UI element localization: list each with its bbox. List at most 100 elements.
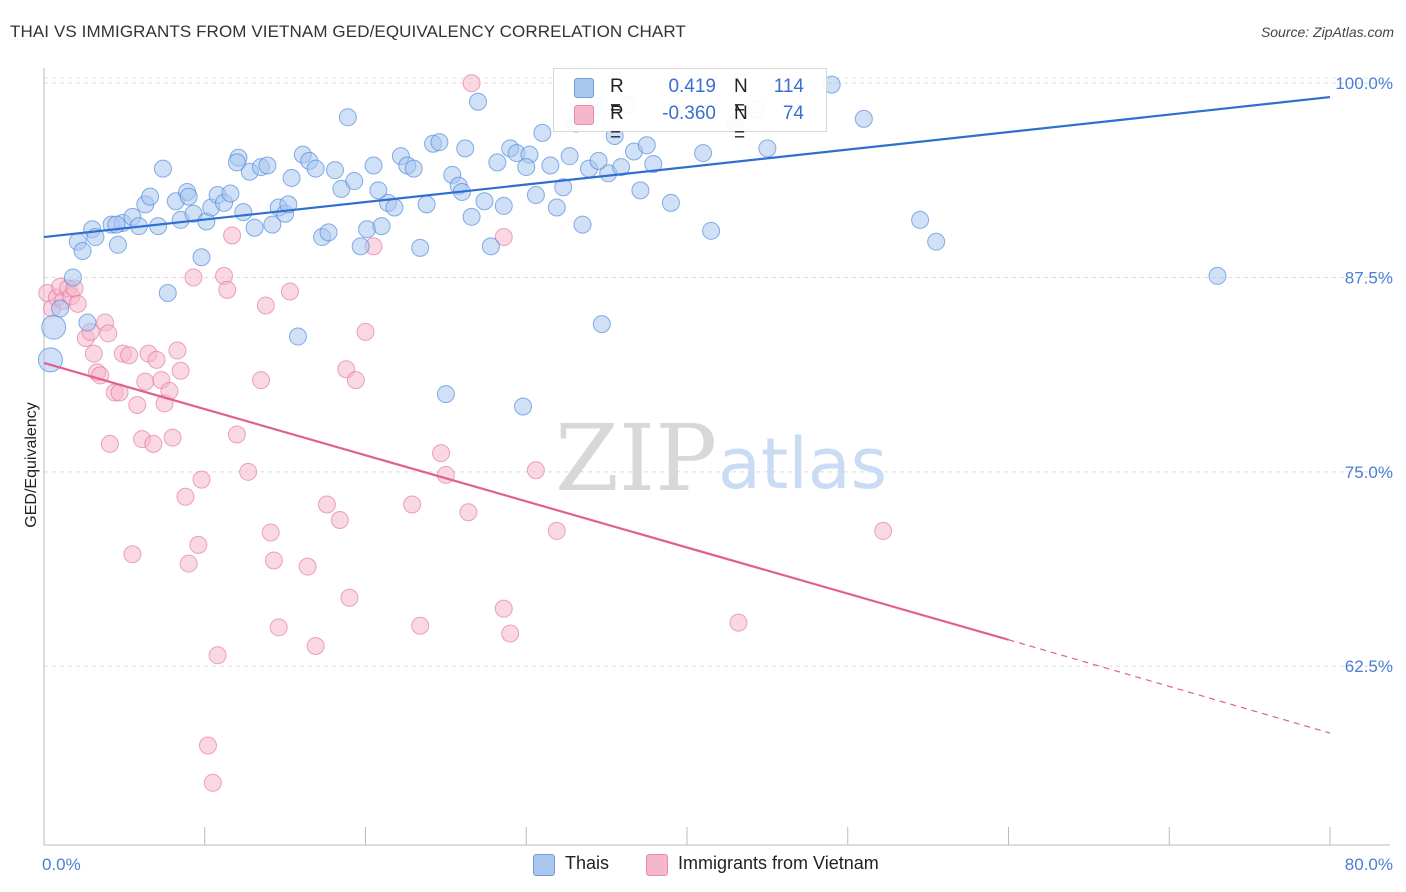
vietnam-point — [317, 495, 336, 514]
thais-point — [469, 92, 488, 111]
thais-point — [351, 237, 370, 256]
thais-point — [475, 192, 494, 211]
vietnam-point — [298, 557, 317, 576]
vietnam-point — [239, 462, 258, 481]
vietnam-point — [874, 521, 893, 540]
x-tick-label: 0.0% — [42, 855, 81, 874]
watermark-zip: ZIP — [555, 405, 717, 512]
r-value: 0.419 — [668, 76, 716, 97]
vietnam-point — [403, 495, 422, 514]
y-tick-label: 75.0% — [1345, 463, 1393, 482]
thais-point — [108, 235, 127, 254]
thais-point — [282, 168, 301, 187]
vietnam-point — [223, 226, 242, 245]
vietnam-point — [176, 487, 195, 506]
thais-point — [417, 195, 436, 214]
vietnam-point — [208, 646, 227, 665]
watermark-atlas: atlas — [718, 423, 887, 505]
thais-point — [258, 156, 277, 175]
y-tick-label: 87.5% — [1345, 268, 1393, 287]
vietnam-point — [269, 618, 288, 637]
vietnam-point — [356, 322, 375, 341]
thais-point — [179, 187, 198, 206]
thais-point — [541, 156, 560, 175]
thais-point — [319, 223, 338, 242]
thais-point — [73, 242, 92, 261]
thais-point — [430, 133, 449, 152]
vietnam-point — [227, 425, 246, 444]
thais-point — [263, 215, 282, 234]
vietnam-point — [68, 294, 87, 313]
vietnam-point — [163, 428, 182, 447]
vietnam-point — [411, 616, 430, 635]
vietnam-point — [198, 736, 217, 755]
thais-point — [517, 158, 536, 177]
vietnam-point — [346, 371, 365, 390]
thais-point — [227, 153, 246, 172]
n-value: 74 — [782, 103, 804, 124]
thais-point — [481, 237, 500, 256]
thais-point — [338, 108, 357, 127]
thais-point — [612, 158, 631, 177]
legend-label: Thais — [565, 853, 610, 873]
vietnam-point — [84, 344, 103, 363]
vietnam-point — [136, 372, 155, 391]
thais-point — [78, 313, 97, 332]
y-tick-label: 62.5% — [1345, 657, 1393, 676]
vietnam-point — [261, 523, 280, 542]
vietnam-point — [526, 461, 545, 480]
vietnam-point — [459, 503, 478, 522]
thais-point — [456, 139, 475, 158]
vietnam-point — [189, 535, 208, 554]
vietnam-point — [171, 361, 190, 380]
thais-point — [488, 153, 507, 172]
vietnam-swatch — [574, 105, 594, 125]
thais-point — [494, 196, 513, 215]
thais-point — [573, 215, 592, 234]
vietnam-point — [168, 341, 187, 360]
vietnam-point — [280, 282, 299, 301]
thais-point — [911, 210, 930, 229]
vietnam-point — [494, 599, 513, 618]
vietnam-point — [192, 470, 211, 489]
vietnam-point — [218, 280, 237, 299]
thais-point — [526, 186, 545, 205]
thais-point — [158, 284, 177, 303]
thais-point — [411, 238, 430, 257]
vietnam-point — [184, 268, 203, 287]
vietnam-point — [179, 554, 198, 573]
trend-lines — [43, 95, 1331, 734]
thais-point — [560, 147, 579, 166]
vietnam-point — [256, 296, 275, 315]
thais-point — [533, 123, 552, 142]
vietnam-point — [547, 521, 566, 540]
vietnam-point — [501, 624, 520, 643]
thais-point — [221, 184, 240, 203]
vietnam-point — [203, 773, 222, 792]
r-label: R = — [610, 103, 624, 146]
thais-point — [554, 178, 573, 197]
thais-point — [63, 268, 82, 287]
vietnam-trend-extension — [1008, 639, 1331, 734]
x-tick-label: 80.0% — [1345, 855, 1393, 874]
n-value: 114 — [773, 76, 804, 97]
thais-point — [589, 151, 608, 170]
vietnam-point — [494, 228, 513, 247]
vietnam-point — [432, 444, 451, 463]
thais-point — [41, 314, 67, 340]
legend-label: Immigrants from Vietnam — [678, 853, 879, 873]
thais-point — [51, 299, 70, 318]
thais-point — [661, 193, 680, 212]
thais-swatch — [574, 78, 594, 98]
vietnam-point — [144, 434, 163, 453]
thais-point — [234, 203, 253, 222]
vietnam-point — [147, 350, 166, 369]
thais-point — [592, 315, 611, 334]
vietnam-point — [128, 395, 147, 414]
thais-legend-swatch — [533, 854, 555, 876]
thais-point — [404, 159, 423, 178]
thais-point — [1208, 266, 1227, 285]
thais-point — [854, 109, 873, 128]
thais-point — [385, 198, 404, 217]
